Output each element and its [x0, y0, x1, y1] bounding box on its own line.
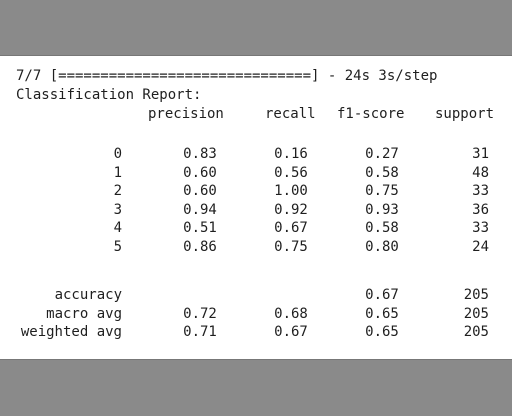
recall-value: 0.67 — [274, 220, 308, 236]
row-label: weighted avg — [20, 324, 122, 340]
console-output-panel: 7/7 [==============================] - 2… — [0, 55, 512, 360]
support-value: 33 — [472, 220, 489, 236]
f1-score-value: 0.93 — [365, 201, 399, 218]
recall-value: 1.00 — [274, 183, 308, 199]
f1-score-value: 0.58 — [365, 220, 399, 236]
row-label: 2 — [113, 183, 122, 199]
recall-value: 0.16 — [274, 146, 308, 162]
row-label: macro avg — [46, 305, 122, 322]
header-f1-score: f1-score — [337, 106, 405, 122]
f1-score-value: 0.80 — [365, 238, 399, 255]
precision-value: 0.60 — [183, 164, 217, 181]
f1-score-value: 0.58 — [365, 164, 399, 181]
precision-value: 0.94 — [183, 201, 217, 218]
precision-value: 0.51 — [183, 220, 217, 236]
row-label: 3 — [113, 201, 122, 218]
recall-value: 0.75 — [274, 238, 308, 255]
recall-value: 0.67 — [274, 324, 308, 340]
f1-score-value: 0.75 — [365, 183, 399, 199]
support-value: 205 — [463, 305, 489, 322]
f1-score-value: 0.27 — [365, 146, 399, 162]
row-label: accuracy — [54, 287, 122, 303]
row-label: 4 — [113, 220, 122, 236]
support-value: 24 — [472, 238, 489, 255]
report-title: Classification Report: — [16, 87, 202, 103]
support-value: 205 — [463, 287, 489, 303]
support-value: 48 — [472, 164, 489, 181]
header-recall: recall — [265, 106, 316, 122]
header-precision: precision — [148, 106, 224, 122]
f1-score-value: 0.67 — [365, 287, 399, 303]
support-value: 205 — [463, 324, 489, 340]
row-label: 0 — [113, 146, 122, 162]
f1-score-value: 0.65 — [365, 305, 399, 322]
recall-value: 0.68 — [274, 305, 308, 322]
precision-value: 0.72 — [183, 305, 217, 322]
support-value: 33 — [472, 183, 489, 199]
header-support: support — [435, 106, 495, 122]
precision-value: 0.60 — [183, 183, 217, 199]
f1-score-value: 0.65 — [365, 324, 399, 340]
support-value: 36 — [472, 201, 489, 218]
recall-value: 0.56 — [274, 164, 308, 181]
recall-value: 0.92 — [274, 201, 308, 218]
precision-value: 0.71 — [183, 324, 217, 340]
support-value: 31 — [472, 146, 489, 162]
precision-value: 0.86 — [183, 238, 217, 255]
row-label: 1 — [113, 164, 122, 181]
progress-line: 7/7 [==============================] - 2… — [16, 68, 438, 84]
row-label: 5 — [113, 238, 122, 255]
precision-value: 0.83 — [183, 146, 217, 162]
